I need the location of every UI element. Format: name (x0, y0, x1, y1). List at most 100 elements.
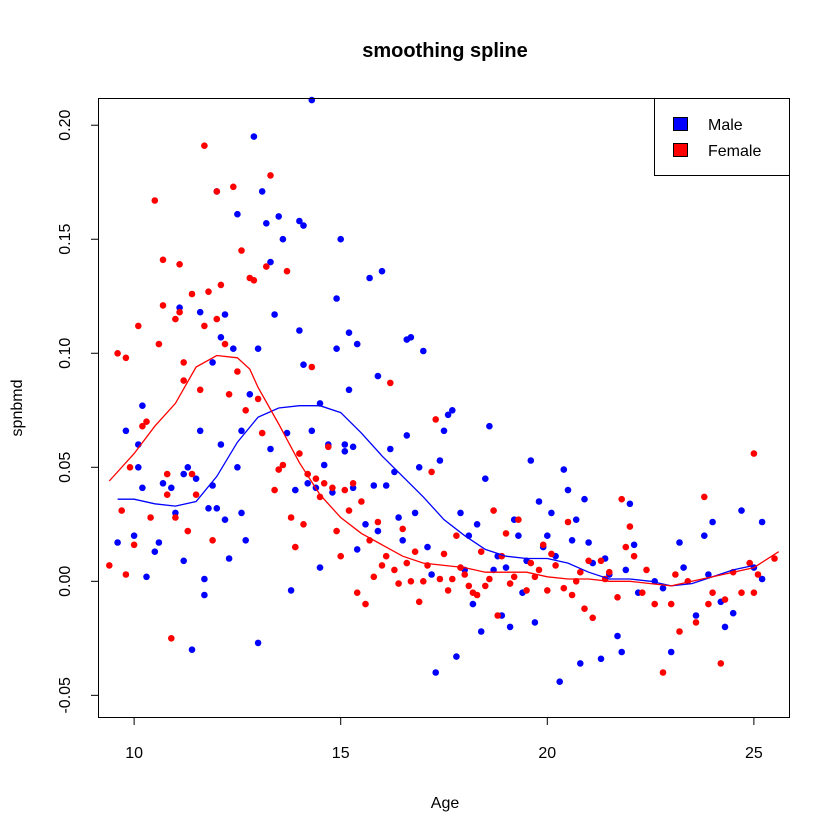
data-point-female (188, 290, 196, 298)
data-point-female (267, 172, 274, 179)
y-axis: -0.05 0.00 0.05 0.10 0.15 0.20 (57, 110, 99, 714)
data-point-male (692, 612, 700, 619)
data-point-female (242, 407, 249, 414)
points-layer (106, 96, 778, 685)
data-point-male (234, 464, 241, 471)
data-point-female (440, 550, 448, 558)
data-point-male (407, 334, 415, 341)
data-point-female (560, 584, 568, 592)
data-point-male (296, 327, 303, 334)
data-point-male (432, 669, 440, 676)
data-point-male (172, 509, 179, 517)
legend-label-female: Female (708, 143, 761, 160)
x-axis-label: Age (431, 795, 460, 812)
data-point-female (399, 525, 407, 533)
data-point-male (188, 646, 196, 653)
data-point-female (362, 600, 369, 608)
data-point-female (263, 263, 270, 270)
data-point-female (234, 368, 241, 375)
data-point-male (308, 96, 316, 104)
data-point-female (523, 587, 530, 594)
data-point-male (308, 427, 316, 435)
x-tick-label: 15 (332, 745, 350, 762)
data-point-male (453, 653, 460, 660)
data-point-male (258, 188, 266, 195)
data-point-male (135, 464, 142, 471)
data-point-female (436, 575, 444, 583)
data-point-male (201, 575, 208, 583)
data-point-female (176, 308, 183, 316)
data-point-female (717, 660, 725, 667)
data-point-male (548, 509, 555, 517)
data-point-male (449, 407, 456, 414)
data-point-female (155, 340, 163, 348)
data-point-male (196, 427, 204, 435)
data-point-male (502, 564, 510, 571)
data-point-male (213, 505, 221, 512)
data-point-female (308, 363, 316, 371)
data-point-male (139, 402, 146, 410)
data-point-female (527, 559, 535, 567)
data-point-male (292, 486, 299, 494)
data-point-female (490, 507, 497, 514)
data-point-male (180, 470, 187, 478)
data-point-female (449, 575, 456, 583)
data-point-female (230, 183, 237, 191)
data-point-female (585, 557, 592, 565)
data-point-male (304, 480, 312, 487)
x-tick-label: 25 (745, 745, 763, 762)
data-point-male (622, 566, 630, 574)
data-point-female (374, 518, 382, 526)
data-point-male (758, 518, 766, 526)
data-point-female (672, 571, 679, 578)
data-point-female (535, 566, 543, 574)
data-point-male (254, 639, 262, 647)
data-point-female (510, 573, 518, 581)
data-point-male (209, 359, 216, 366)
data-point-male (395, 514, 402, 521)
data-point-male (486, 422, 493, 430)
data-point-female (568, 591, 576, 599)
data-point-female (118, 507, 125, 514)
data-point-male (581, 495, 588, 503)
data-point-female (552, 562, 559, 569)
data-point-female (701, 493, 708, 501)
data-point-female (750, 450, 758, 457)
data-point-female (370, 573, 378, 581)
data-point-male (316, 564, 324, 571)
data-point-male (275, 213, 283, 220)
data-point-male (667, 648, 675, 656)
data-point-male (151, 548, 159, 555)
data-point-female (196, 386, 204, 394)
data-point-male (382, 482, 390, 489)
data-point-female (221, 340, 229, 348)
data-point-female (201, 322, 208, 330)
data-point-male (225, 555, 233, 562)
data-point-male (341, 448, 349, 455)
data-point-female (614, 594, 621, 601)
data-point-female (738, 589, 745, 596)
data-point-female (126, 464, 134, 471)
data-point-male (353, 546, 361, 553)
data-point-female (122, 571, 130, 578)
data-point-male (701, 532, 708, 539)
data-point-female (378, 562, 386, 569)
data-point-male (180, 557, 187, 565)
data-point-female (192, 491, 200, 499)
data-point-male (271, 311, 278, 318)
data-point-female (515, 516, 522, 523)
data-point-male (238, 509, 245, 517)
y-tick-label: 0.20 (57, 110, 74, 141)
data-point-female (709, 589, 716, 596)
data-point-female (667, 600, 675, 608)
legend-swatch-female (673, 143, 688, 157)
data-point-female (746, 559, 753, 567)
data-point-male (457, 509, 464, 517)
data-point-female (643, 566, 650, 574)
data-point-male (287, 587, 295, 594)
data-point-male (234, 210, 241, 218)
data-point-male (440, 427, 448, 435)
data-point-male (254, 345, 262, 353)
data-point-male (535, 498, 543, 505)
